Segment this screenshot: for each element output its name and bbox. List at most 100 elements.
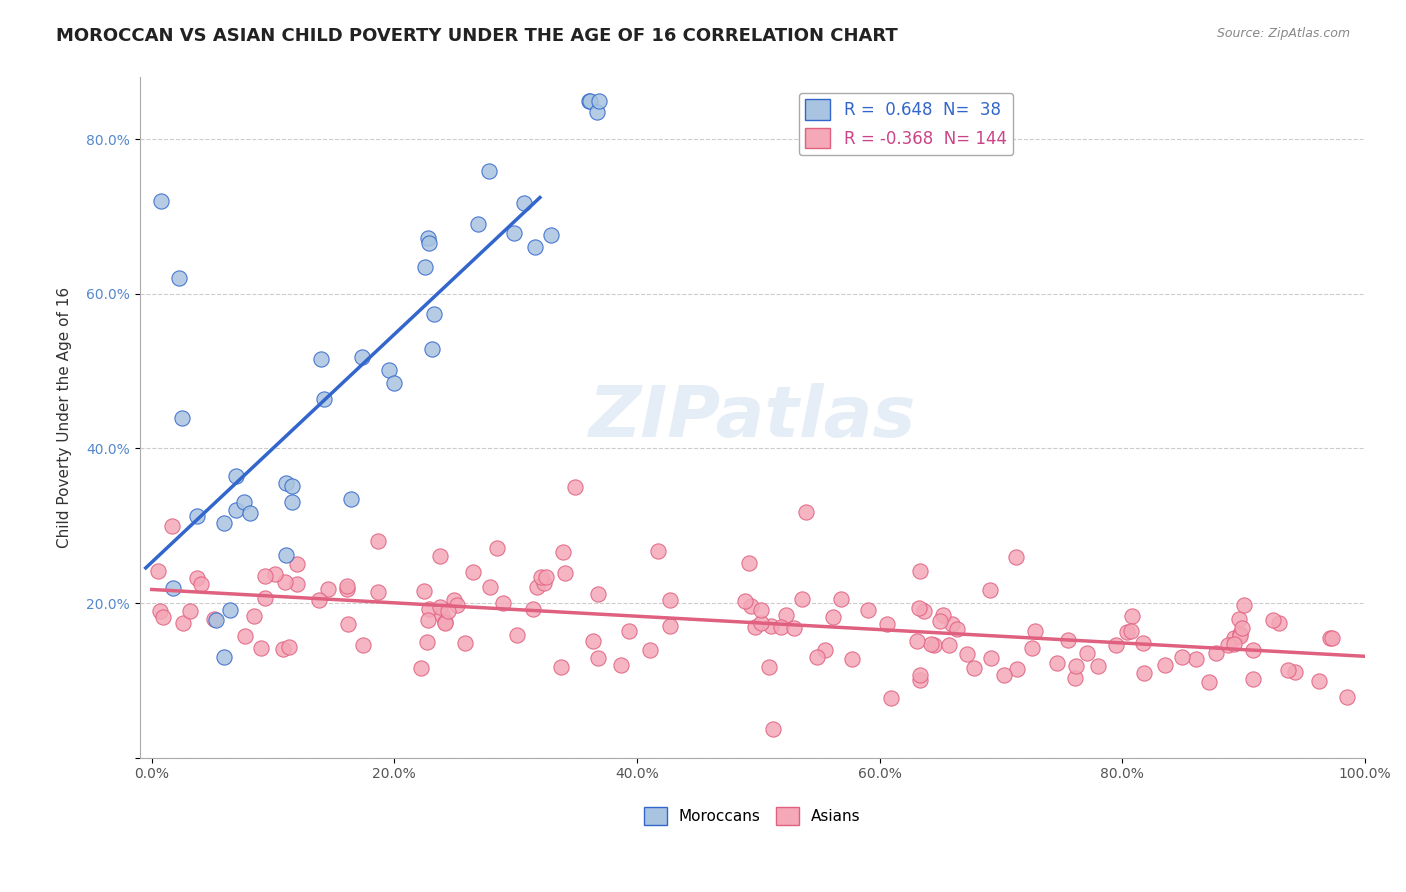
Y-axis label: Child Poverty Under the Age of 16: Child Poverty Under the Age of 16 <box>58 287 72 548</box>
Point <box>1308 674 1330 689</box>
Point <box>443 592 465 607</box>
Point <box>938 638 960 652</box>
Point <box>274 476 297 491</box>
Point <box>876 617 898 632</box>
Point <box>920 637 942 651</box>
Point <box>411 660 433 674</box>
Point <box>285 577 308 591</box>
Point <box>638 642 661 657</box>
Point <box>202 612 225 626</box>
Point <box>225 503 247 517</box>
Point <box>225 468 247 483</box>
Point <box>1046 656 1069 670</box>
Point <box>928 614 950 628</box>
Point <box>340 492 363 507</box>
Text: MOROCCAN VS ASIAN CHILD POVERTY UNDER THE AGE OF 16 CORRELATION CHART: MOROCCAN VS ASIAN CHILD POVERTY UNDER TH… <box>56 27 898 45</box>
Point <box>190 577 212 591</box>
Point <box>962 661 984 675</box>
Point <box>522 602 544 616</box>
Point <box>586 105 609 120</box>
Point <box>352 638 374 652</box>
Point <box>149 604 172 618</box>
Point <box>524 240 547 254</box>
Point <box>418 613 440 627</box>
Point <box>1064 658 1087 673</box>
Point <box>554 566 576 581</box>
Point <box>413 260 436 275</box>
Point <box>1319 631 1341 645</box>
Point <box>336 579 359 593</box>
Point <box>285 558 308 572</box>
Point <box>758 660 780 674</box>
Point <box>1024 624 1046 638</box>
Point <box>281 479 304 493</box>
Point <box>429 600 451 615</box>
Point <box>979 583 1001 598</box>
Point <box>1132 636 1154 650</box>
Point <box>1241 673 1264 687</box>
Point <box>536 570 558 584</box>
Point <box>212 650 235 665</box>
Point <box>1057 633 1080 648</box>
Point <box>152 610 174 624</box>
Point <box>239 507 262 521</box>
Point <box>1115 625 1137 640</box>
Point <box>170 410 193 425</box>
Point <box>420 342 443 356</box>
Point <box>432 607 454 622</box>
Text: Source: ZipAtlas.com: Source: ZipAtlas.com <box>1216 27 1350 40</box>
Point <box>908 564 931 578</box>
Point <box>783 621 806 635</box>
Point <box>250 641 273 656</box>
Point <box>434 615 457 629</box>
Point <box>309 352 332 367</box>
Point <box>769 620 792 634</box>
Point <box>336 617 359 632</box>
Point <box>751 615 773 630</box>
Point <box>1087 658 1109 673</box>
Point <box>1063 672 1085 686</box>
Point <box>367 584 389 599</box>
Point <box>162 581 184 595</box>
Point <box>254 569 277 583</box>
Point <box>1229 629 1251 643</box>
Point <box>738 556 761 570</box>
Point <box>1284 665 1306 679</box>
Point <box>740 599 762 613</box>
Point <box>908 673 931 687</box>
Point <box>533 575 555 590</box>
Point <box>761 619 783 633</box>
Point <box>551 544 574 558</box>
Point <box>167 271 190 285</box>
Point <box>271 642 294 657</box>
Legend: Moroccans, Asians: Moroccans, Asians <box>637 801 868 831</box>
Point <box>146 564 169 578</box>
Point <box>526 580 548 594</box>
Point <box>945 623 967 637</box>
Point <box>486 541 509 555</box>
Point <box>586 651 609 665</box>
Point <box>905 633 928 648</box>
Point <box>502 226 524 240</box>
Point <box>314 392 336 407</box>
Point <box>412 584 434 599</box>
Point <box>1005 662 1028 676</box>
Point <box>956 647 979 661</box>
Point <box>908 668 931 682</box>
Point <box>830 591 852 606</box>
Point <box>1105 638 1128 652</box>
Point <box>281 495 304 509</box>
Point <box>814 643 837 657</box>
Point <box>734 593 756 607</box>
Point <box>1263 613 1285 627</box>
Point <box>540 227 562 242</box>
Point <box>506 628 529 642</box>
Point <box>423 307 446 321</box>
Point <box>446 598 468 612</box>
Point <box>980 651 1002 665</box>
Point <box>579 94 602 108</box>
Point <box>415 635 437 649</box>
Point <box>578 94 600 108</box>
Point <box>924 639 946 653</box>
Point <box>336 582 359 596</box>
